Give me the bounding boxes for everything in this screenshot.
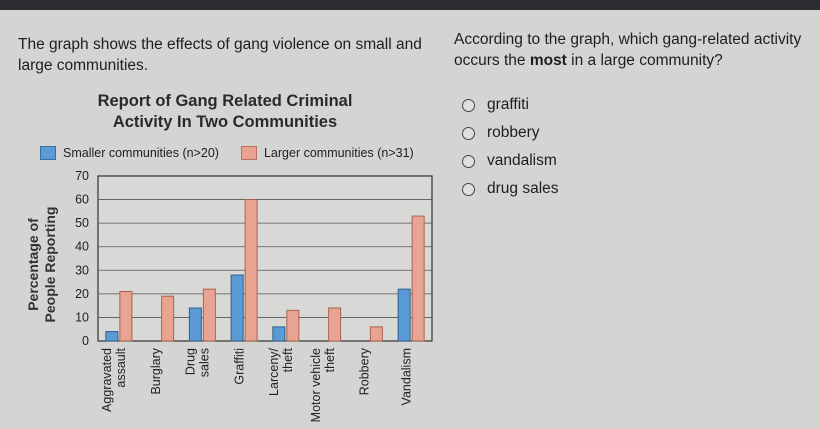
radio-button[interactable]	[462, 154, 475, 168]
bar	[411, 215, 425, 342]
option-drug-sales[interactable]: drug sales	[462, 175, 559, 203]
legend-swatch-large	[240, 146, 257, 160]
option-label: vandalism	[487, 152, 557, 169]
y-tick-label: 20	[75, 287, 89, 301]
x-tick-label: Drug	[184, 348, 198, 375]
question-prompt: According to the graph, which gang-relat…	[454, 31, 802, 69]
legend-label-large: Larger communities (n>31)	[263, 146, 414, 160]
x-tick-label: Burglary	[149, 347, 163, 394]
y-tick-label: 50	[75, 216, 89, 230]
x-tick-label: Larceny/	[267, 347, 281, 395]
option-label: robbery	[487, 124, 540, 141]
bar	[202, 288, 216, 342]
x-tick-label: assault	[114, 347, 128, 387]
option-robbery[interactable]: robbery	[462, 119, 559, 147]
emphasis-word: most	[529, 52, 567, 69]
chart-legend: Smaller communities (n>20) Larger commun…	[40, 146, 414, 160]
x-tick-label: Vandalism	[399, 348, 413, 405]
bar	[105, 331, 119, 342]
answer-options: graffiti robbery vandalism drug sales	[462, 91, 559, 203]
y-axis-label: Percentage of	[25, 218, 41, 311]
plot-area	[97, 175, 433, 342]
option-graffiti[interactable]: graffiti	[462, 91, 559, 119]
bar	[369, 326, 383, 342]
x-tick-label: Aggravated	[100, 348, 114, 412]
x-tick-label: Robbery	[358, 347, 372, 395]
radio-button[interactable]	[462, 126, 475, 140]
option-label: graffiti	[487, 96, 529, 113]
x-tick-label: Graffiti	[232, 348, 246, 385]
bar	[328, 307, 342, 342]
option-vandalism[interactable]: vandalism	[462, 147, 559, 175]
bar	[272, 326, 286, 342]
y-tick-label: 0	[82, 334, 89, 348]
x-tick-label: Motor vehicle	[309, 348, 323, 422]
question-text: The graph shows the effects of gang viol…	[18, 36, 422, 74]
x-tick-label: sales	[198, 348, 212, 377]
y-tick-label: 40	[75, 240, 89, 254]
y-tick-label: 70	[75, 169, 89, 183]
bar	[397, 288, 411, 342]
y-tick-label: 10	[75, 310, 89, 324]
bar	[188, 307, 202, 342]
bar	[230, 274, 244, 342]
y-tick-label: 60	[75, 193, 89, 207]
x-tick-label: theft	[323, 347, 337, 372]
y-axis-label: People Reporting	[42, 207, 58, 323]
legend-swatch-small	[40, 146, 56, 160]
chart-title: Report of Gang Related Criminal Activity…	[97, 92, 353, 131]
radio-button[interactable]	[462, 182, 475, 196]
bar	[244, 199, 258, 342]
bar	[119, 291, 133, 342]
bar	[286, 309, 300, 342]
radio-button[interactable]	[462, 98, 475, 112]
y-tick-label: 30	[75, 263, 89, 277]
legend-label-small: Smaller communities (n>20)	[63, 146, 219, 160]
x-tick-label: theft	[281, 347, 295, 372]
bar	[161, 295, 175, 342]
option-label: drug sales	[487, 180, 559, 197]
top-bar	[0, 0, 820, 10]
